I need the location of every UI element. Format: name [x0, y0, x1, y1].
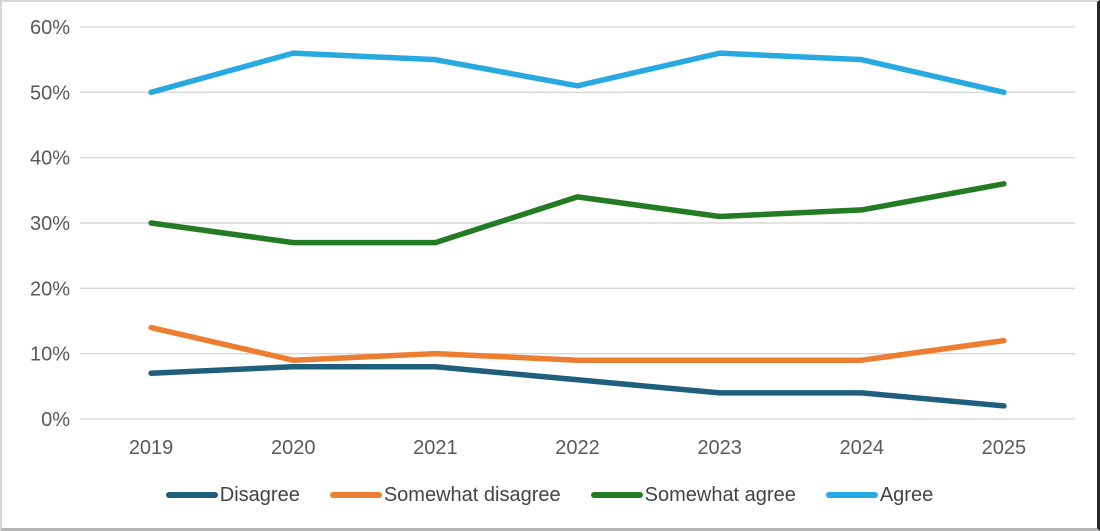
legend-line-marker-icon [590, 492, 643, 498]
x-axis-tick-label: 2022 [555, 437, 600, 459]
series-line-disagree [148, 363, 1007, 409]
y-axis-tick-label: 60% [30, 17, 70, 39]
chart-legend: Disagree Somewhat disagree Somewhat agree A… [2, 480, 1097, 510]
x-axis-tick-label: 2023 [697, 437, 742, 459]
legend-label: Somewhat disagree [383, 483, 561, 506]
legend-label: Disagree [219, 483, 300, 506]
x-axis-tick-label: 2019 [129, 437, 174, 459]
legend-item-somewhat-disagree: Somewhat disagree [329, 483, 561, 507]
y-axis-tick-label: 40% [30, 148, 70, 170]
y-axis-tick-label: 10% [30, 344, 70, 366]
series-line-somewhat-agree [148, 181, 1007, 246]
x-axis-tick-label: 2020 [271, 437, 316, 459]
x-axis-tick-label: 2024 [840, 437, 885, 459]
y-axis-tick-label: 50% [30, 82, 70, 104]
series-line-agree [148, 50, 1007, 96]
legend-item-somewhat-agree: Somewhat agree [590, 483, 796, 507]
line-chart-plot-area: 0% 10% 20% 30% 40% 50% 60% 2019 2020 2021 2022 2023… [30, 17, 1075, 459]
legend-line-marker-icon [165, 492, 218, 498]
x-axis-tick-label: 2021 [413, 437, 458, 459]
legend-label: Agree [879, 483, 934, 506]
y-axis-tick-label: 0% [41, 409, 70, 431]
x-axis-tick-label: 2025 [982, 437, 1027, 459]
legend-line-marker-icon [825, 492, 878, 498]
y-axis-tick-label: 20% [30, 278, 70, 300]
legend-line-marker-icon [329, 492, 382, 498]
series-line-somewhat-disagree [148, 324, 1007, 363]
legend-item-disagree: Disagree [165, 483, 300, 507]
y-axis-tick-label: 30% [30, 213, 70, 235]
legend-item-agree: Agree [825, 483, 934, 507]
legend-label: Somewhat agree [644, 483, 796, 506]
